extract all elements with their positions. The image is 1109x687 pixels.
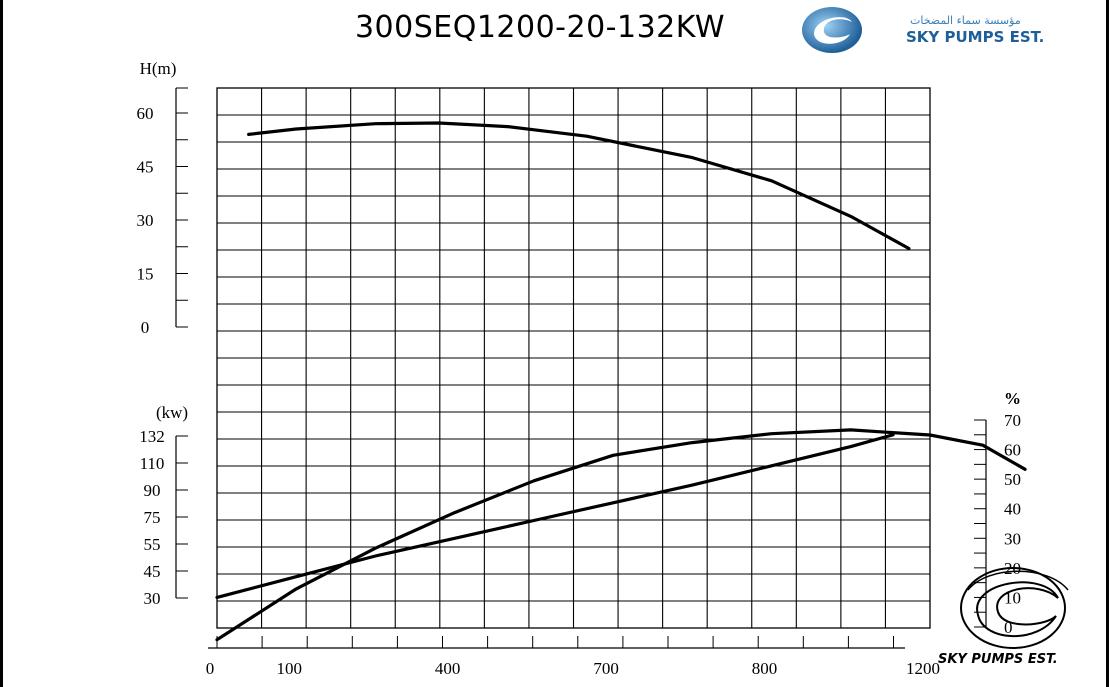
flow-tick-label: 1200 [906, 659, 940, 678]
flow-tick-label: 800 [752, 659, 778, 678]
chart-axes [176, 88, 986, 648]
head-tick-label: 60 [137, 104, 154, 123]
power-tick-label: 30 [144, 589, 161, 608]
power-curve [217, 430, 1025, 640]
flow-tick-label: 700 [593, 659, 619, 678]
efficiency-curve [217, 435, 893, 598]
power-tick-label: 45 [144, 562, 161, 581]
efficiency-tick-label: 70 [1004, 411, 1021, 430]
head-tick-label: 30 [137, 211, 154, 230]
power-tick-label: 110 [140, 454, 165, 473]
watermark-swirl-icon [938, 560, 1108, 660]
head-tick-label: 45 [137, 158, 154, 177]
power-tick-label: 55 [144, 535, 161, 554]
flow-tick-label: 400 [435, 659, 461, 678]
power-tick-label: 75 [144, 508, 161, 527]
efficiency-tick-label: 50 [1004, 470, 1021, 489]
watermark-logo: SKY PUMPS EST. [938, 560, 1108, 687]
power-tick-label: 90 [144, 481, 161, 500]
watermark-brand-text: SKY PUMPS EST. [938, 652, 1058, 667]
head-tick-label: 15 [137, 265, 154, 284]
efficiency-tick-label: 30 [1004, 529, 1021, 548]
head-tick-label: 0 [141, 318, 150, 337]
efficiency-tick-label: 40 [1004, 500, 1021, 519]
efficiency-tick-label: 60 [1004, 441, 1021, 460]
power-axis-label: (kw) [156, 403, 188, 422]
efficiency-axis-label: % [1004, 389, 1021, 408]
head-axis-label: H(m) [140, 59, 177, 78]
chart-grid [217, 88, 930, 628]
flow-tick-label: 100 [276, 659, 302, 678]
chart-curves [217, 123, 1025, 640]
power-tick-label: 132 [139, 427, 165, 446]
flow-tick-label: 0 [206, 659, 215, 678]
